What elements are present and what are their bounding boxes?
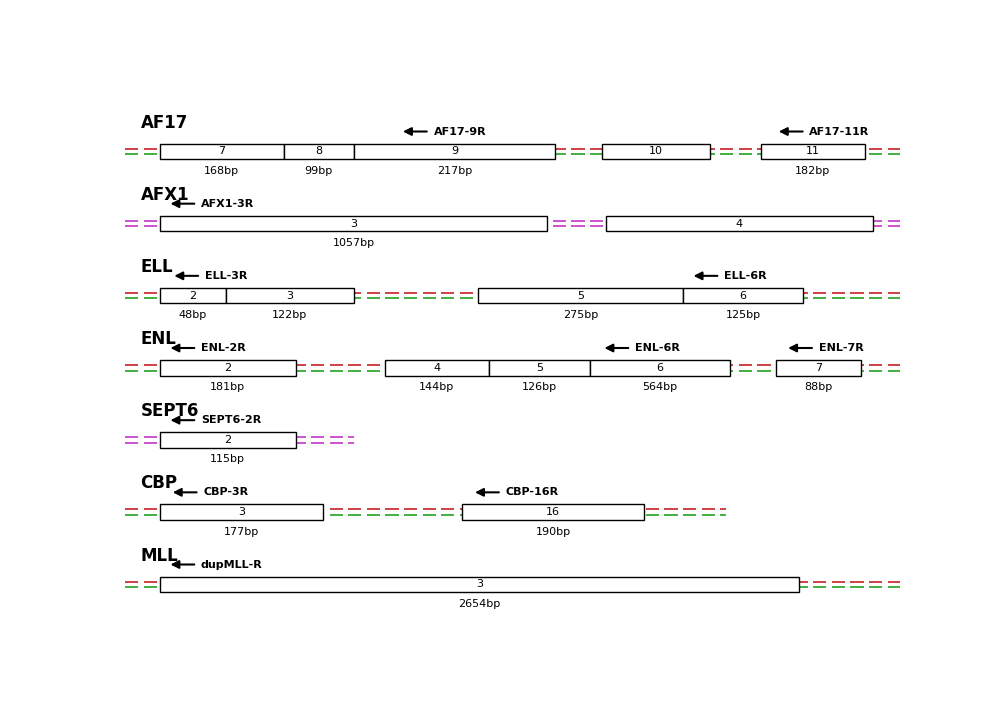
- Text: MLL: MLL: [140, 546, 178, 565]
- Text: 122bp: 122bp: [272, 310, 307, 320]
- Bar: [462, 505, 644, 520]
- Bar: [590, 360, 730, 376]
- Text: 16: 16: [546, 507, 560, 517]
- Text: 2: 2: [224, 435, 231, 445]
- Bar: [489, 360, 590, 376]
- Text: 6: 6: [740, 290, 747, 300]
- Text: 8: 8: [315, 146, 322, 156]
- Text: 2: 2: [224, 363, 231, 373]
- Text: 564bp: 564bp: [642, 382, 677, 392]
- Bar: [385, 360, 489, 376]
- Bar: [284, 143, 354, 159]
- Text: 275bp: 275bp: [563, 310, 598, 320]
- Bar: [683, 288, 803, 303]
- Bar: [776, 360, 861, 376]
- Text: 7: 7: [815, 363, 822, 373]
- Text: CBP-16R: CBP-16R: [506, 488, 559, 498]
- Text: AFX1: AFX1: [140, 186, 189, 204]
- Text: 126bp: 126bp: [522, 382, 557, 392]
- Text: 182bp: 182bp: [795, 166, 830, 176]
- Text: AF17-11R: AF17-11R: [809, 126, 870, 136]
- Text: 7: 7: [218, 146, 225, 156]
- Text: 190bp: 190bp: [536, 526, 571, 536]
- Text: 11: 11: [806, 146, 820, 156]
- Text: 2654bp: 2654bp: [458, 599, 501, 609]
- Bar: [761, 143, 865, 159]
- Bar: [354, 143, 555, 159]
- Text: 181bp: 181bp: [210, 382, 245, 392]
- Bar: [602, 143, 710, 159]
- Text: 217bp: 217bp: [437, 166, 472, 176]
- Text: ELL: ELL: [140, 258, 173, 276]
- Text: 9: 9: [451, 146, 458, 156]
- Text: 5: 5: [577, 290, 584, 300]
- Bar: [160, 432, 296, 448]
- Bar: [606, 216, 873, 232]
- Bar: [160, 360, 296, 376]
- Text: ENL: ENL: [140, 330, 176, 348]
- Bar: [160, 576, 799, 592]
- Text: 144bp: 144bp: [419, 382, 455, 392]
- Bar: [160, 505, 323, 520]
- Text: 115bp: 115bp: [210, 455, 245, 465]
- Text: dupMLL-R: dupMLL-R: [201, 559, 263, 569]
- Bar: [160, 143, 284, 159]
- Text: ELL-3R: ELL-3R: [205, 271, 247, 281]
- Text: 177bp: 177bp: [224, 526, 259, 536]
- Text: 4: 4: [736, 219, 743, 229]
- Text: AFX1-3R: AFX1-3R: [201, 199, 254, 209]
- Text: AF17-9R: AF17-9R: [433, 126, 486, 136]
- Text: 3: 3: [476, 579, 483, 589]
- Text: 88bp: 88bp: [804, 382, 833, 392]
- Bar: [478, 288, 683, 303]
- Text: 6: 6: [656, 363, 663, 373]
- Bar: [160, 288, 226, 303]
- Text: 5: 5: [536, 363, 543, 373]
- Text: ENL-2R: ENL-2R: [201, 343, 246, 353]
- Text: AF17: AF17: [140, 113, 188, 132]
- Bar: [160, 216, 547, 232]
- Text: 168bp: 168bp: [204, 166, 239, 176]
- Text: 4: 4: [433, 363, 440, 373]
- Text: 2: 2: [189, 290, 196, 300]
- Bar: [226, 288, 354, 303]
- Text: CBP-3R: CBP-3R: [203, 488, 248, 498]
- Text: 3: 3: [238, 507, 245, 517]
- Text: SEPT6: SEPT6: [140, 402, 199, 420]
- Text: 125bp: 125bp: [726, 310, 761, 320]
- Text: 3: 3: [286, 290, 293, 300]
- Text: 3: 3: [350, 219, 357, 229]
- Text: ENL-7R: ENL-7R: [819, 343, 863, 353]
- Text: 1057bp: 1057bp: [333, 238, 375, 248]
- Text: 10: 10: [649, 146, 663, 156]
- Text: ELL-6R: ELL-6R: [724, 271, 767, 281]
- Text: 48bp: 48bp: [179, 310, 207, 320]
- Text: SEPT6-2R: SEPT6-2R: [201, 415, 261, 425]
- Text: 99bp: 99bp: [305, 166, 333, 176]
- Text: ENL-6R: ENL-6R: [635, 343, 680, 353]
- Text: CBP: CBP: [140, 475, 178, 493]
